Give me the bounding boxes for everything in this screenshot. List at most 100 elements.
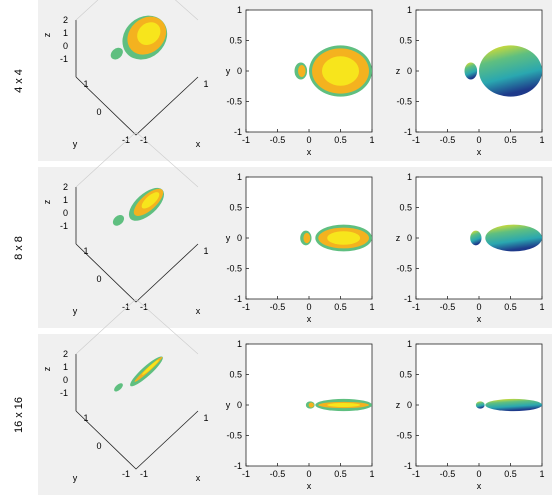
- y-tick-label: 0.5: [229, 36, 242, 46]
- y-axis-label: z: [396, 66, 401, 76]
- x-tick-label: -1: [412, 469, 420, 479]
- main-lobe: [485, 224, 542, 252]
- plot3d-axes: [75, 298, 199, 470]
- plot3d-axes: [75, 131, 199, 303]
- y-tick-label: -1: [404, 127, 412, 137]
- x-tick-label: -0.5: [440, 302, 456, 312]
- y-tick-label: 0: [407, 233, 412, 243]
- y-tick-label: 1: [83, 79, 88, 89]
- y-tick-label: 0: [96, 107, 101, 117]
- x-tick-label: -1: [412, 302, 420, 312]
- y-tick-label: 1: [407, 5, 412, 15]
- y-tick-label: 0.5: [229, 203, 242, 213]
- y-tick-label: 0: [237, 400, 242, 410]
- box-edge: [75, 131, 199, 188]
- axis-line-3d: [75, 410, 199, 470]
- z-tick-label: 0: [63, 208, 68, 218]
- axis-line-3d: [75, 243, 199, 303]
- x-tick-label: 0: [306, 135, 311, 145]
- x-tick-label: 1: [203, 413, 208, 423]
- y-tick-label: 0: [407, 66, 412, 76]
- y-tick-label: 1: [83, 413, 88, 423]
- plot-xz: [415, 176, 543, 300]
- x-tick-label: 1: [539, 135, 544, 145]
- y-tick-label: -1: [122, 302, 130, 312]
- y-tick-label: -1: [234, 294, 242, 304]
- z-tick-label: 1: [63, 195, 68, 205]
- main-lobe-3d-highlight: [142, 359, 159, 375]
- x-axis-label: x: [477, 481, 482, 491]
- y-axis-label: z: [396, 400, 401, 410]
- z-tick-label: 1: [63, 28, 68, 38]
- y-tick-label: -0.5: [226, 264, 242, 274]
- x-tick-label: -0.5: [440, 469, 456, 479]
- y-axis-label: y: [73, 473, 78, 483]
- x-tick-label: 0.5: [504, 135, 517, 145]
- x-tick-label: 1: [369, 135, 374, 145]
- x-tick-label: -1: [140, 135, 148, 145]
- x-axis-label: x: [196, 139, 201, 149]
- y-tick-label: 0: [96, 441, 101, 451]
- x-tick-label: 0.5: [334, 302, 347, 312]
- side-lobe-core: [298, 65, 306, 77]
- side-lobe-core: [308, 402, 314, 408]
- x-tick-label: 1: [539, 302, 544, 312]
- x-axis-label: x: [196, 473, 201, 483]
- x-tick-label: 0: [476, 302, 481, 312]
- x-tick-label: -1: [242, 135, 250, 145]
- side-lobe-3d: [110, 47, 123, 60]
- x-tick-label: 0.5: [504, 302, 517, 312]
- y-tick-label: 0.5: [399, 36, 412, 46]
- plot-xz: [415, 9, 543, 133]
- y-tick-label: -0.5: [396, 431, 412, 441]
- y-tick-label: -1: [234, 461, 242, 471]
- main-lobe-3d-highlight: [137, 22, 161, 45]
- x-axis-label: x: [307, 481, 312, 491]
- y-tick-label: -1: [122, 135, 130, 145]
- y-axis-label: y: [73, 139, 78, 149]
- plot3d-axes: [75, 0, 199, 136]
- y-tick-label: -1: [234, 127, 242, 137]
- side-lobe: [470, 230, 482, 246]
- x-tick-label: 0: [306, 302, 311, 312]
- x-axis-label: x: [307, 147, 312, 157]
- main-lobe-core: [321, 56, 360, 86]
- main-lobe-3d-highlight: [141, 192, 160, 209]
- x-tick-label: -1: [140, 302, 148, 312]
- y-tick-label: -1: [404, 461, 412, 471]
- z-tick-label: 2: [63, 349, 68, 359]
- z-tick-label: -1: [60, 388, 68, 398]
- y-tick-label: 1: [237, 172, 242, 182]
- side-lobe-3d: [114, 383, 123, 392]
- z-axis-label: z: [42, 32, 52, 37]
- side-lobe-core: [303, 232, 311, 244]
- x-tick-label: -0.5: [270, 135, 286, 145]
- x-tick-label: -1: [412, 135, 420, 145]
- x-tick-label: 1: [369, 469, 374, 479]
- main-lobe: [485, 398, 542, 412]
- y-tick-label: 1: [407, 339, 412, 349]
- x-axis-label: x: [477, 314, 482, 324]
- y-tick-label: 0: [407, 400, 412, 410]
- x-tick-label: 1: [539, 469, 544, 479]
- y-tick-label: -0.5: [226, 431, 242, 441]
- y-tick-label: 1: [237, 5, 242, 15]
- plot-xy: [245, 176, 373, 300]
- z-tick-label: 1: [63, 362, 68, 372]
- y-tick-label: -1: [122, 469, 130, 479]
- z-axis-label: z: [42, 199, 52, 204]
- x-tick-label: 1: [203, 79, 208, 89]
- y-axis-label: y: [226, 400, 231, 410]
- y-axis-label: y: [226, 233, 231, 243]
- z-tick-label: 2: [63, 182, 68, 192]
- plot-xz: [415, 343, 543, 467]
- x-tick-label: 1: [369, 302, 374, 312]
- main-lobe-core: [327, 231, 361, 245]
- y-tick-label: -0.5: [226, 97, 242, 107]
- y-tick-label: 0.5: [399, 203, 412, 213]
- z-tick-label: -1: [60, 54, 68, 64]
- x-tick-label: 0: [476, 135, 481, 145]
- side-lobe: [475, 401, 485, 409]
- x-axis-label: x: [307, 314, 312, 324]
- x-tick-label: 0: [306, 469, 311, 479]
